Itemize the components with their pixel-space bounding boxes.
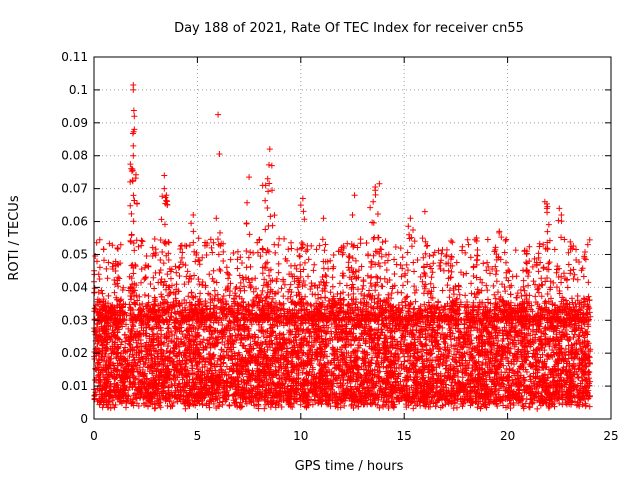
data-point xyxy=(506,350,513,357)
data-points-layer xyxy=(91,81,594,412)
data-point xyxy=(297,401,304,408)
data-point xyxy=(324,353,331,360)
data-point xyxy=(164,325,171,332)
data-point xyxy=(199,401,206,408)
data-point xyxy=(442,401,449,408)
data-point xyxy=(586,403,593,410)
data-point xyxy=(261,405,268,412)
data-point xyxy=(474,404,481,411)
data-point xyxy=(278,403,285,410)
data-point xyxy=(189,376,196,383)
data-point xyxy=(119,323,126,330)
data-point xyxy=(526,373,533,380)
data-point xyxy=(534,405,541,412)
chart-title: Day 188 of 2021, Rate Of TEC Index for r… xyxy=(174,21,524,36)
data-point xyxy=(545,374,552,381)
data-point xyxy=(170,399,177,406)
data-point xyxy=(319,338,326,345)
data-point xyxy=(226,402,233,409)
data-point xyxy=(182,405,189,412)
data-point xyxy=(284,345,291,352)
data-point xyxy=(196,350,203,357)
data-point xyxy=(121,331,128,338)
data-point xyxy=(237,339,244,346)
data-point xyxy=(375,340,382,347)
data-point xyxy=(585,348,592,355)
data-point xyxy=(122,404,129,411)
data-point xyxy=(447,336,454,343)
data-point xyxy=(574,374,581,381)
data-point xyxy=(410,405,417,412)
data-point xyxy=(382,315,389,322)
data-point xyxy=(381,335,388,342)
data-point xyxy=(568,355,575,362)
